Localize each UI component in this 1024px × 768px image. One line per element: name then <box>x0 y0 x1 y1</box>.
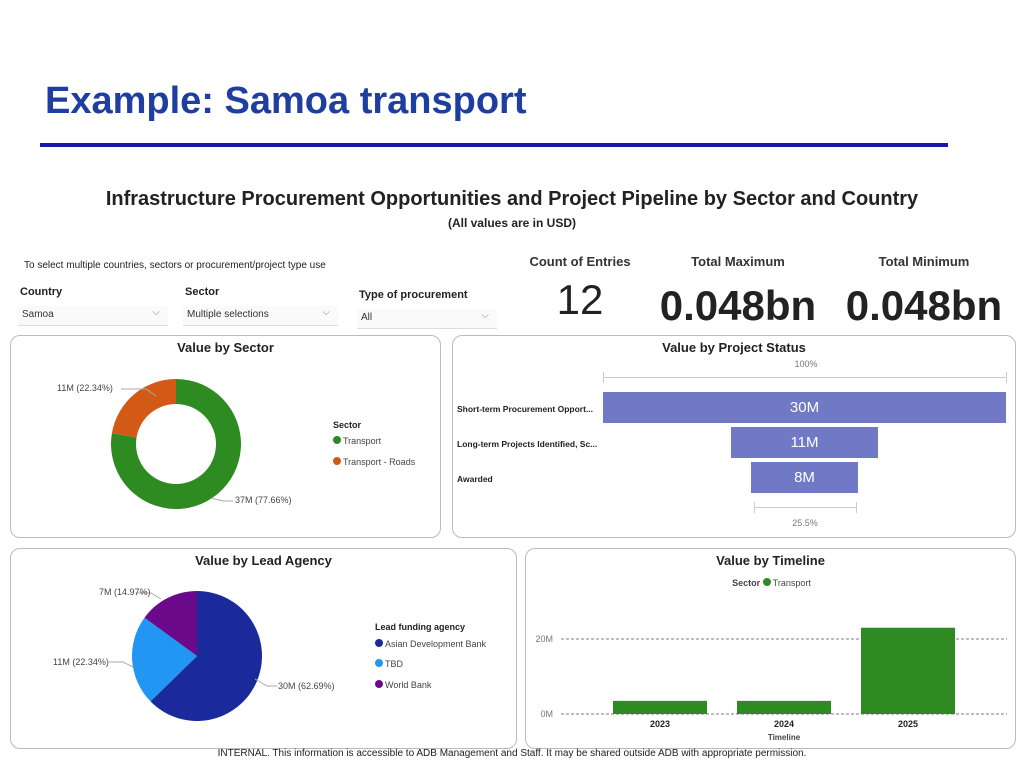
slice-tbd <box>131 617 197 702</box>
legend: Sector Transport <box>526 578 1017 588</box>
slice-adb <box>150 591 262 721</box>
slice-label-world-bank: 7M (14.97%) <box>99 587 151 597</box>
country-value: Samoa <box>22 309 54 320</box>
legend-title: Sector <box>732 578 761 588</box>
funnel-value-label: 8M <box>794 469 815 486</box>
title-underline <box>40 143 948 147</box>
funnel-value-label: 11M <box>790 434 819 451</box>
x-tick-label: 2025 <box>898 719 918 729</box>
y-tick-label: 0M <box>540 709 553 719</box>
country-label: Country <box>20 286 63 298</box>
top-percent-label: 100% <box>794 359 818 369</box>
legend-title: Sector <box>333 420 362 430</box>
leader-line <box>210 497 233 502</box>
sector-value: Multiple selections <box>187 309 269 320</box>
timeline-bar[interactable] <box>861 627 955 714</box>
slice-world-bank <box>144 591 197 656</box>
bottom-percent-label: 25.5% <box>792 518 818 528</box>
kpi-count-value: 12 <box>556 276 604 323</box>
slice-label-adb: 30M (62.69%) <box>278 681 335 691</box>
slice-label-roads: 11M (22.34%) <box>57 383 113 393</box>
timeline-bar[interactable] <box>613 700 707 714</box>
leader-line <box>121 388 157 397</box>
footer-notice: INTERNAL. This information is accessible… <box>217 748 807 759</box>
chart-title: Value by Timeline <box>716 553 825 568</box>
x-tick-label: 2023 <box>650 719 670 729</box>
chart-title: Value by Lead Agency <box>195 553 332 568</box>
legend-label: World Bank <box>385 680 432 690</box>
slice-transport <box>111 379 241 509</box>
legend-item-transport[interactable]: Transport <box>333 436 381 446</box>
lead-agency-pie <box>109 591 277 721</box>
kpi-min-value: 0.048bn <box>845 282 1003 329</box>
legend-item-world-bank[interactable]: World Bank <box>375 680 431 690</box>
slide-title: Example: Samoa transport <box>45 80 527 122</box>
timeline-bar[interactable] <box>737 700 831 714</box>
slice-label-tbd: 11M (22.34%) <box>53 657 109 667</box>
kpi-count-label: Count of Entries <box>529 254 631 269</box>
procurement-value: All <box>361 312 373 323</box>
funnel-bar[interactable]: 8M <box>750 462 859 493</box>
value-by-project-status-card: Value by Project Status 100% Short-term … <box>452 335 1016 538</box>
procurement-dropdown[interactable]: All ⌵ <box>357 309 497 329</box>
legend-title: Lead funding agency <box>375 622 466 632</box>
funnel-category-label: Short-term Procurement Opport... <box>457 404 594 414</box>
legend-item-tbd[interactable]: TBD <box>375 659 403 669</box>
legend-label: TBD <box>385 659 403 669</box>
sector-label: Sector <box>185 286 220 298</box>
funnel-value-label: 30M <box>789 399 820 416</box>
value-by-lead-agency-card: Value by Lead Agency 7M (14.97%) 11M (22… <box>10 548 517 749</box>
chart-title: Value by Project Status <box>662 340 806 355</box>
funnel-bar[interactable]: 11M <box>730 427 879 458</box>
chevron-down-icon: ⌵ <box>322 307 330 318</box>
sector-donut <box>111 379 241 509</box>
chevron-down-icon: ⌵ <box>481 310 489 321</box>
funnel-category-label: Long-term Projects Identified, Sc... <box>457 439 598 449</box>
value-by-timeline-card: Value by Timeline Sector Transport 0M 20M… <box>525 548 1016 749</box>
dashboard-title: Infrastructure Procurement Opportunities… <box>105 188 919 210</box>
timeline-bar-chart: 0M 20M 2023 2024 2025 <box>535 627 1007 729</box>
kpi-min-label: Total Minimum <box>878 254 970 269</box>
chevron-down-icon: ⌵ <box>152 307 160 318</box>
country-dropdown[interactable]: Samoa ⌵ <box>18 306 168 326</box>
kpi-max-value: 0.048bn <box>659 282 817 329</box>
legend-label: Asian Development Bank <box>385 639 487 649</box>
funnel-bar[interactable]: 30M <box>603 392 1006 423</box>
x-axis-title: Timeline <box>767 733 801 742</box>
slice-label-transport: 37M (77.66%) <box>235 495 292 505</box>
slice-transport-roads <box>111 379 176 438</box>
legend-label: Transport <box>343 436 382 446</box>
x-tick-label: 2024 <box>774 719 794 729</box>
procurement-label: Type of procurement <box>359 289 468 301</box>
dashboard-subtitle: (All values are in USD) <box>447 216 577 230</box>
chart-title: Value by Sector <box>177 340 274 355</box>
legend-label: Transport - Roads <box>343 457 416 467</box>
legend-item-adb[interactable]: Asian Development Bank <box>375 639 486 649</box>
selection-hint: To select multiple countries, sectors or… <box>24 260 326 271</box>
kpi-max-label: Total Maximum <box>691 254 785 269</box>
sector-dropdown[interactable]: Multiple selections ⌵ <box>183 306 338 326</box>
legend-item-roads[interactable]: Transport - Roads <box>333 457 415 467</box>
legend-label[interactable]: Transport <box>772 578 811 588</box>
y-tick-label: 20M <box>535 634 553 644</box>
value-by-sector-card: Value by Sector 11M (22.34%) 37M (77.66%… <box>10 335 441 538</box>
funnel-category-label: Awarded <box>457 474 493 484</box>
